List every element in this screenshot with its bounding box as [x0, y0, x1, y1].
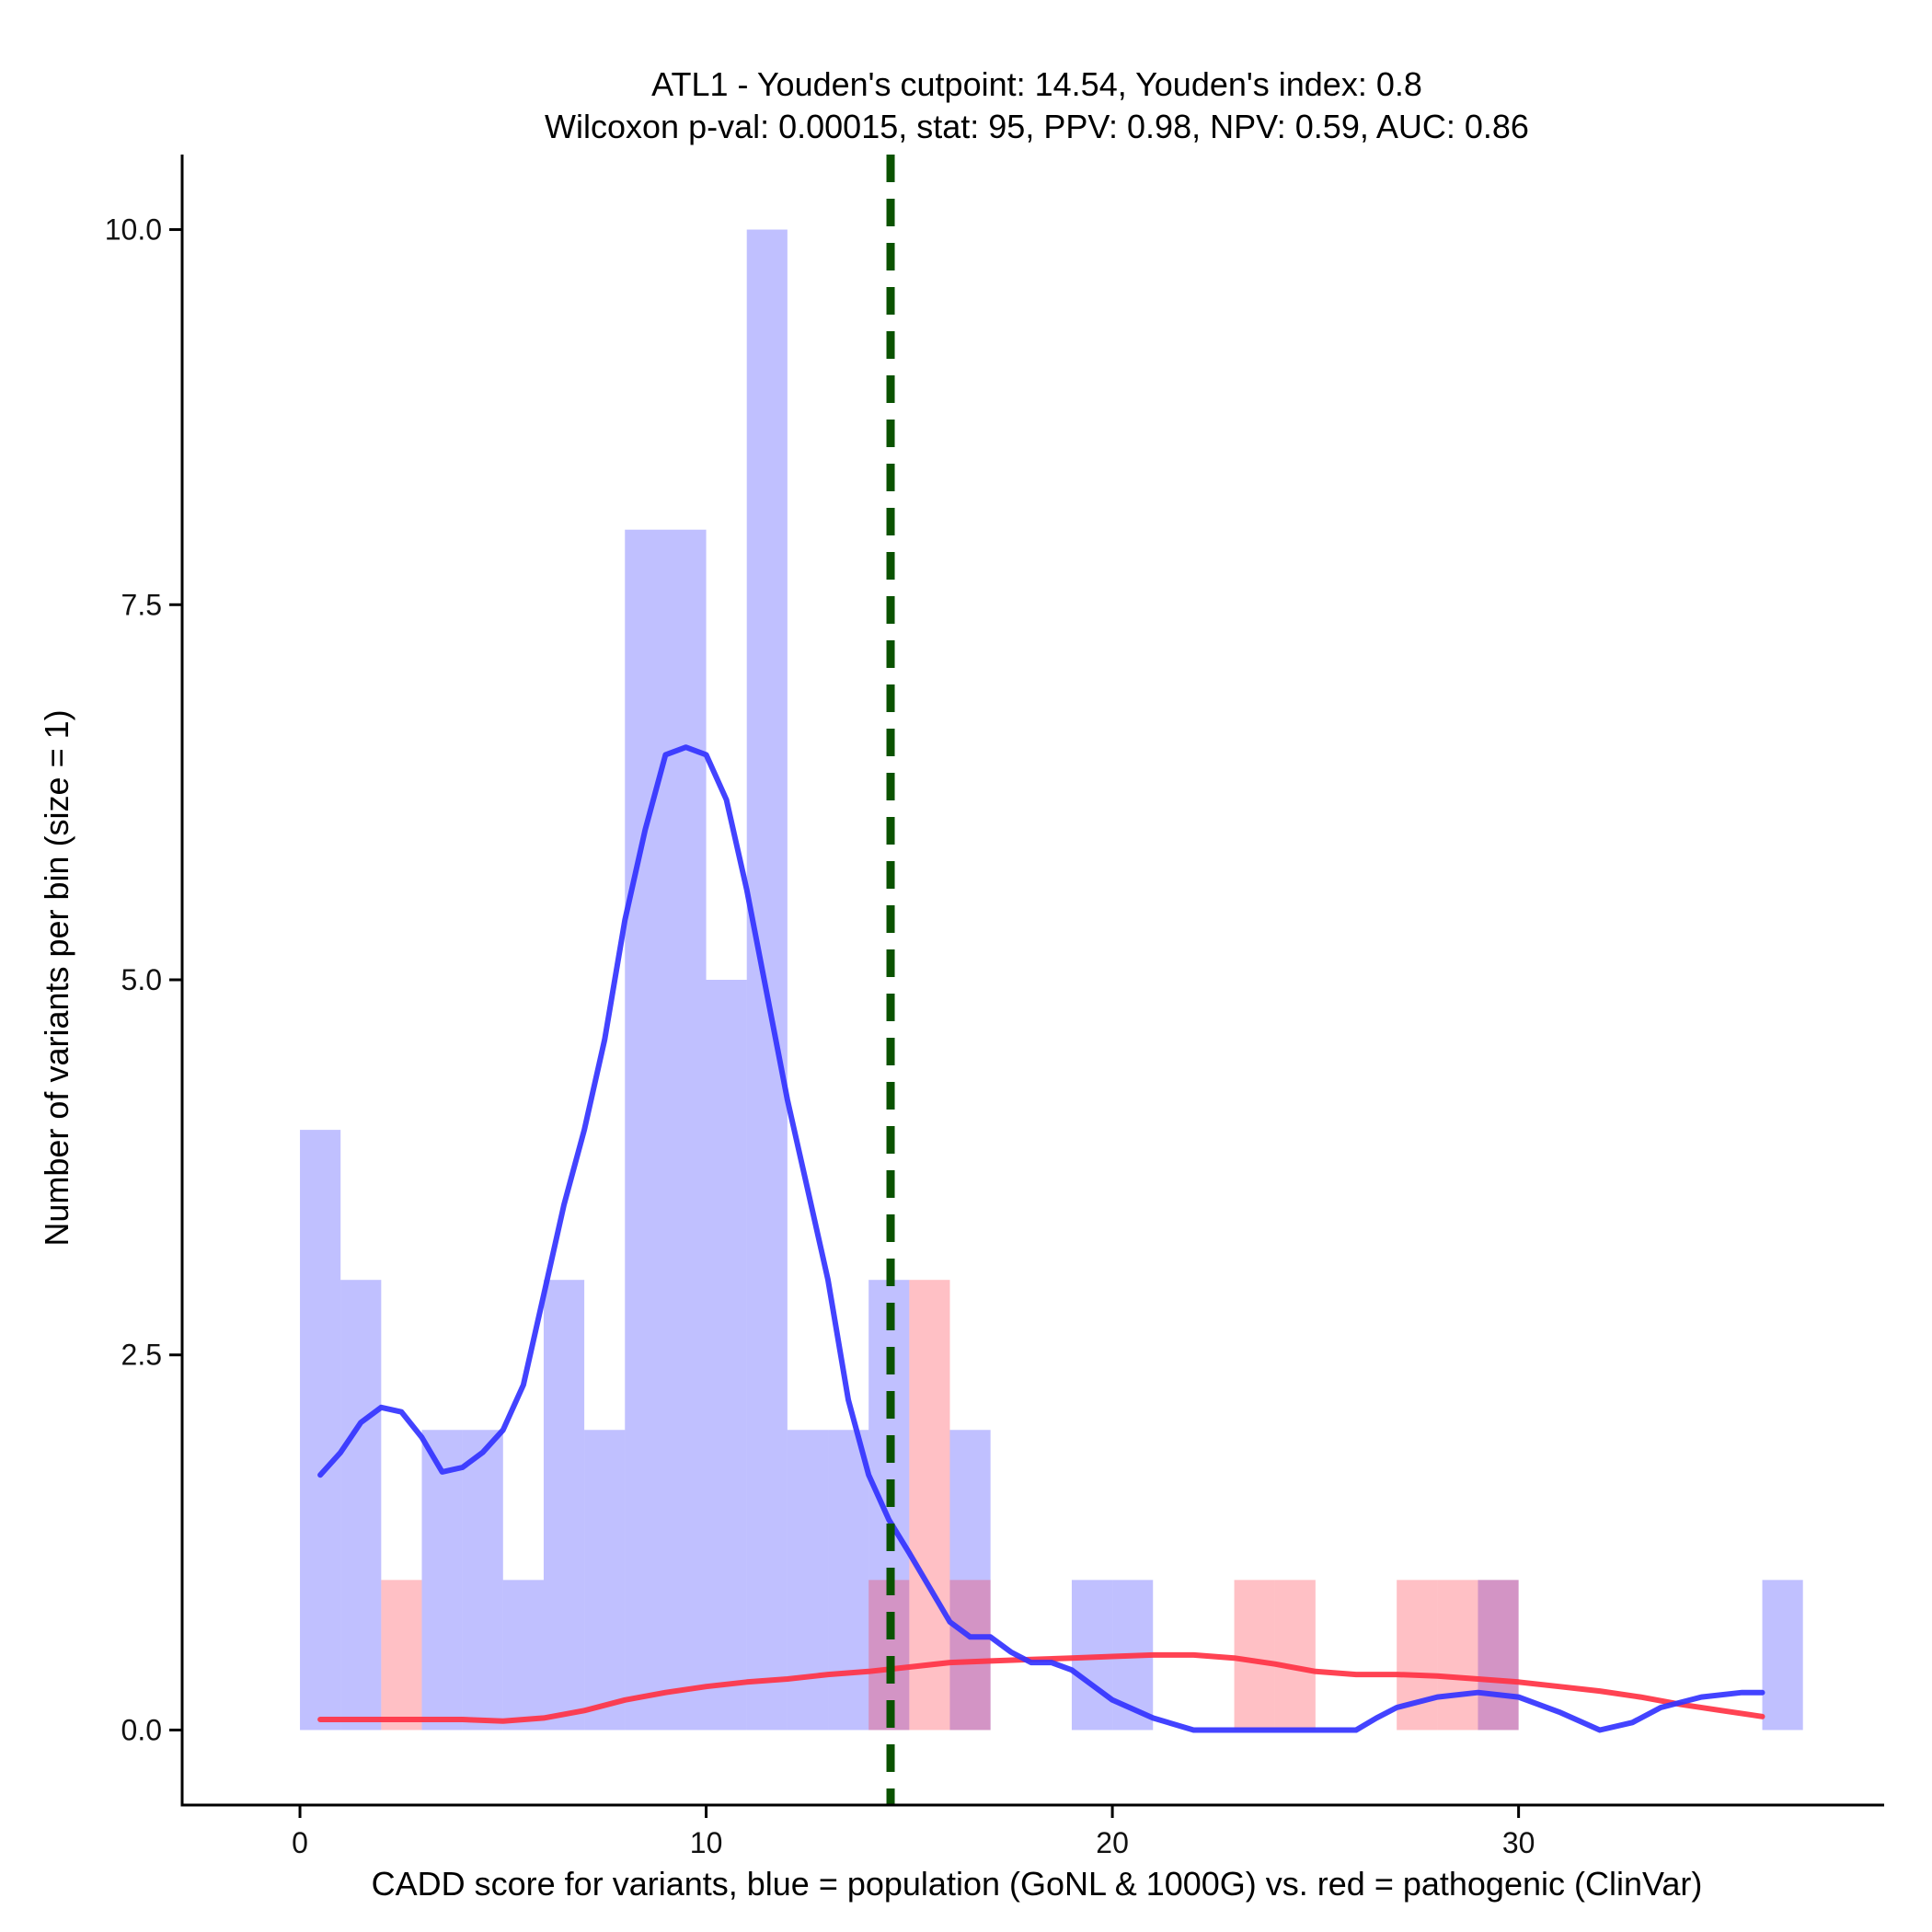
density-curves — [317, 744, 1765, 1733]
population-bar — [949, 1430, 991, 1731]
population-bar — [1478, 1580, 1519, 1731]
pathogenic-bar — [1478, 1580, 1519, 1731]
y-axis-title: Number of variants per bin (size = 1) — [38, 709, 75, 1246]
x-tick-label: 30 — [1502, 1826, 1535, 1859]
y-tick-label: 7.5 — [121, 588, 162, 621]
pathogenic-bar — [909, 1280, 950, 1731]
x-tick-label: 0 — [292, 1826, 308, 1859]
pathogenic-bar — [949, 1580, 991, 1731]
pathogenic-bar — [1437, 1580, 1478, 1731]
population-bar — [625, 529, 666, 1731]
pathogenic-density-line — [317, 1651, 1765, 1724]
population-bar — [340, 1280, 382, 1731]
population-bar — [421, 1430, 463, 1731]
chart-title-line-2: Wilcoxon p-val: 0.00015, stat: 95, PPV: … — [545, 108, 1529, 145]
population-bar — [787, 1430, 829, 1731]
x-axis-ticks: 0 10 20 30 — [292, 1805, 1535, 1859]
pathogenic-bar — [1274, 1580, 1316, 1731]
population-bars — [300, 229, 1803, 1731]
y-axis-ticks: 0.0 2.5 5.0 7.5 10.0 — [105, 213, 182, 1746]
pathogenic-bars — [381, 1280, 1519, 1731]
population-density-line — [317, 744, 1765, 1733]
y-tick-label: 0.0 — [121, 1713, 162, 1746]
pathogenic-bar — [1234, 1580, 1275, 1731]
y-tick-label: 2.5 — [121, 1339, 162, 1372]
population-bar — [706, 980, 747, 1731]
population-bar — [584, 1430, 626, 1731]
population-bar — [828, 1430, 869, 1731]
x-tick-label: 20 — [1096, 1826, 1129, 1859]
population-bar — [1762, 1580, 1803, 1731]
population-bar — [300, 1130, 341, 1731]
population-bar — [746, 229, 788, 1731]
chart-title-line-1: ATL1 - Youden's cutpoint: 14.54, Youden'… — [651, 65, 1422, 103]
pathogenic-bar — [381, 1580, 422, 1731]
x-tick-label: 10 — [690, 1826, 723, 1859]
x-axis-title: CADD score for variants, blue = populati… — [372, 1865, 1703, 1903]
y-tick-label: 5.0 — [121, 963, 162, 996]
population-bar — [502, 1580, 544, 1731]
population-bar — [665, 529, 707, 1731]
population-bar — [462, 1430, 503, 1731]
population-bar — [543, 1280, 585, 1731]
y-tick-label: 10.0 — [105, 213, 162, 247]
